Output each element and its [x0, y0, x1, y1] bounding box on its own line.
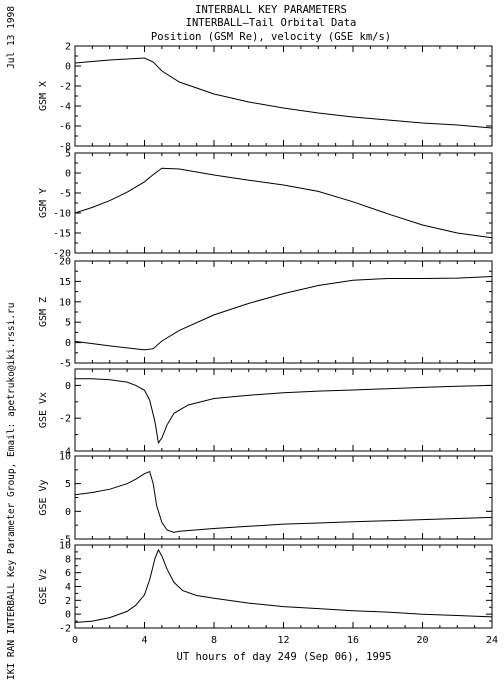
y-tick-label: 0 [65, 381, 71, 392]
y-tick-label: -5 [59, 535, 71, 546]
y-tick-label: -4 [59, 102, 71, 113]
y-tick-label: -2 [59, 624, 71, 635]
y-axis-label: GSM Z [38, 297, 49, 327]
series-line [74, 167, 493, 239]
credit-line: IKI RAN INTERBALL Key Parameter Group, E… [6, 303, 17, 681]
title-line-1: INTERBALL KEY PARAMETERS [195, 4, 347, 16]
y-tick-label: 4 [65, 582, 71, 593]
y-tick-label: 0 [65, 610, 71, 621]
x-tick-label: 4 [141, 635, 147, 646]
panel-2: -20 -15 -10 -5 0 5 GSM Y [38, 149, 493, 260]
y-tick-label: 10 [59, 541, 71, 552]
x-tick-label: 20 [416, 635, 428, 646]
x-axis-label: UT hours of day 249 (Sep 06), 1995 [177, 651, 392, 663]
panel-frame [74, 45, 493, 147]
y-tick-label: 8 [65, 554, 71, 565]
y-tick-label: 6 [65, 568, 71, 579]
panel-frame [74, 544, 493, 629]
y-tick-label: -2 [59, 82, 71, 93]
panel-5: -5 0 5 10 GSE Vy [38, 452, 493, 546]
y-tick-label: 5 [65, 479, 71, 490]
y-tick-label: 2 [65, 42, 71, 53]
x-tick-label: 0 [72, 635, 78, 646]
y-tick-label: 10 [59, 452, 71, 463]
y-tick-label: 5 [65, 149, 71, 160]
y-tick-label: 0 [65, 507, 71, 518]
panel-frame [74, 368, 493, 452]
panel-frame [74, 260, 493, 364]
y-axis-label: GSE Vy [38, 479, 49, 515]
title-line-3: Position (GSM Re), velocity (GSE km/s) [151, 31, 391, 43]
y-axis-label: GSE Vz [38, 568, 49, 604]
panel-frame [74, 152, 493, 254]
y-tick-label: -2 [59, 414, 71, 425]
y-tick-label: 20 [59, 257, 71, 268]
panel-4: -4 -2 0 GSE Vx [38, 368, 493, 458]
x-tick-label: 16 [347, 635, 359, 646]
y-axis-label: GSE Vx [38, 392, 49, 428]
series-line [74, 470, 493, 533]
y-tick-label: -6 [59, 122, 71, 133]
y-tick-label: 5 [65, 318, 71, 329]
title-line-2: INTERBALL—Tail Orbital Data [186, 17, 357, 29]
series-line [74, 276, 493, 351]
x-tick-label: 24 [486, 635, 498, 646]
y-tick-label: 0 [65, 338, 71, 349]
y-tick-label: 0 [65, 169, 71, 180]
y-axis-label: GSM Y [38, 188, 49, 218]
panel-6: -2 0 2 4 6 8 10 GSE Vz [38, 541, 493, 635]
series-line [74, 57, 493, 129]
y-tick-label: -10 [53, 209, 71, 220]
y-tick-label: -4 [59, 447, 71, 458]
chart-titles: INTERBALL KEY PARAMETERS INTERBALL—Tail … [151, 4, 391, 43]
x-tick-label: 12 [277, 635, 289, 646]
y-tick-label: -15 [53, 229, 71, 240]
y-tick-label: -5 [59, 359, 71, 370]
panel-3: -5 0 5 10 15 20 GSM Z [38, 257, 493, 370]
y-tick-label: 10 [59, 297, 71, 308]
panel-frame [74, 455, 493, 540]
x-tick-label: 8 [211, 635, 217, 646]
y-tick-label: -8 [59, 142, 71, 153]
y-tick-label: 15 [59, 277, 71, 288]
y-axis-label: GSM X [38, 81, 49, 111]
series-line [74, 548, 493, 623]
panel-1: -8 -6 -4 -2 0 2 GSM X [38, 42, 493, 153]
y-tick-label: -5 [59, 189, 71, 200]
x-axis: 0 4 8 12 16 20 24 [72, 635, 498, 646]
series-line [75, 378, 493, 445]
y-tick-label: 2 [65, 596, 71, 607]
y-tick-label: -20 [53, 249, 71, 260]
y-tick-label: 0 [65, 62, 71, 73]
date-stamp: Jul 13 1998 [6, 6, 17, 69]
